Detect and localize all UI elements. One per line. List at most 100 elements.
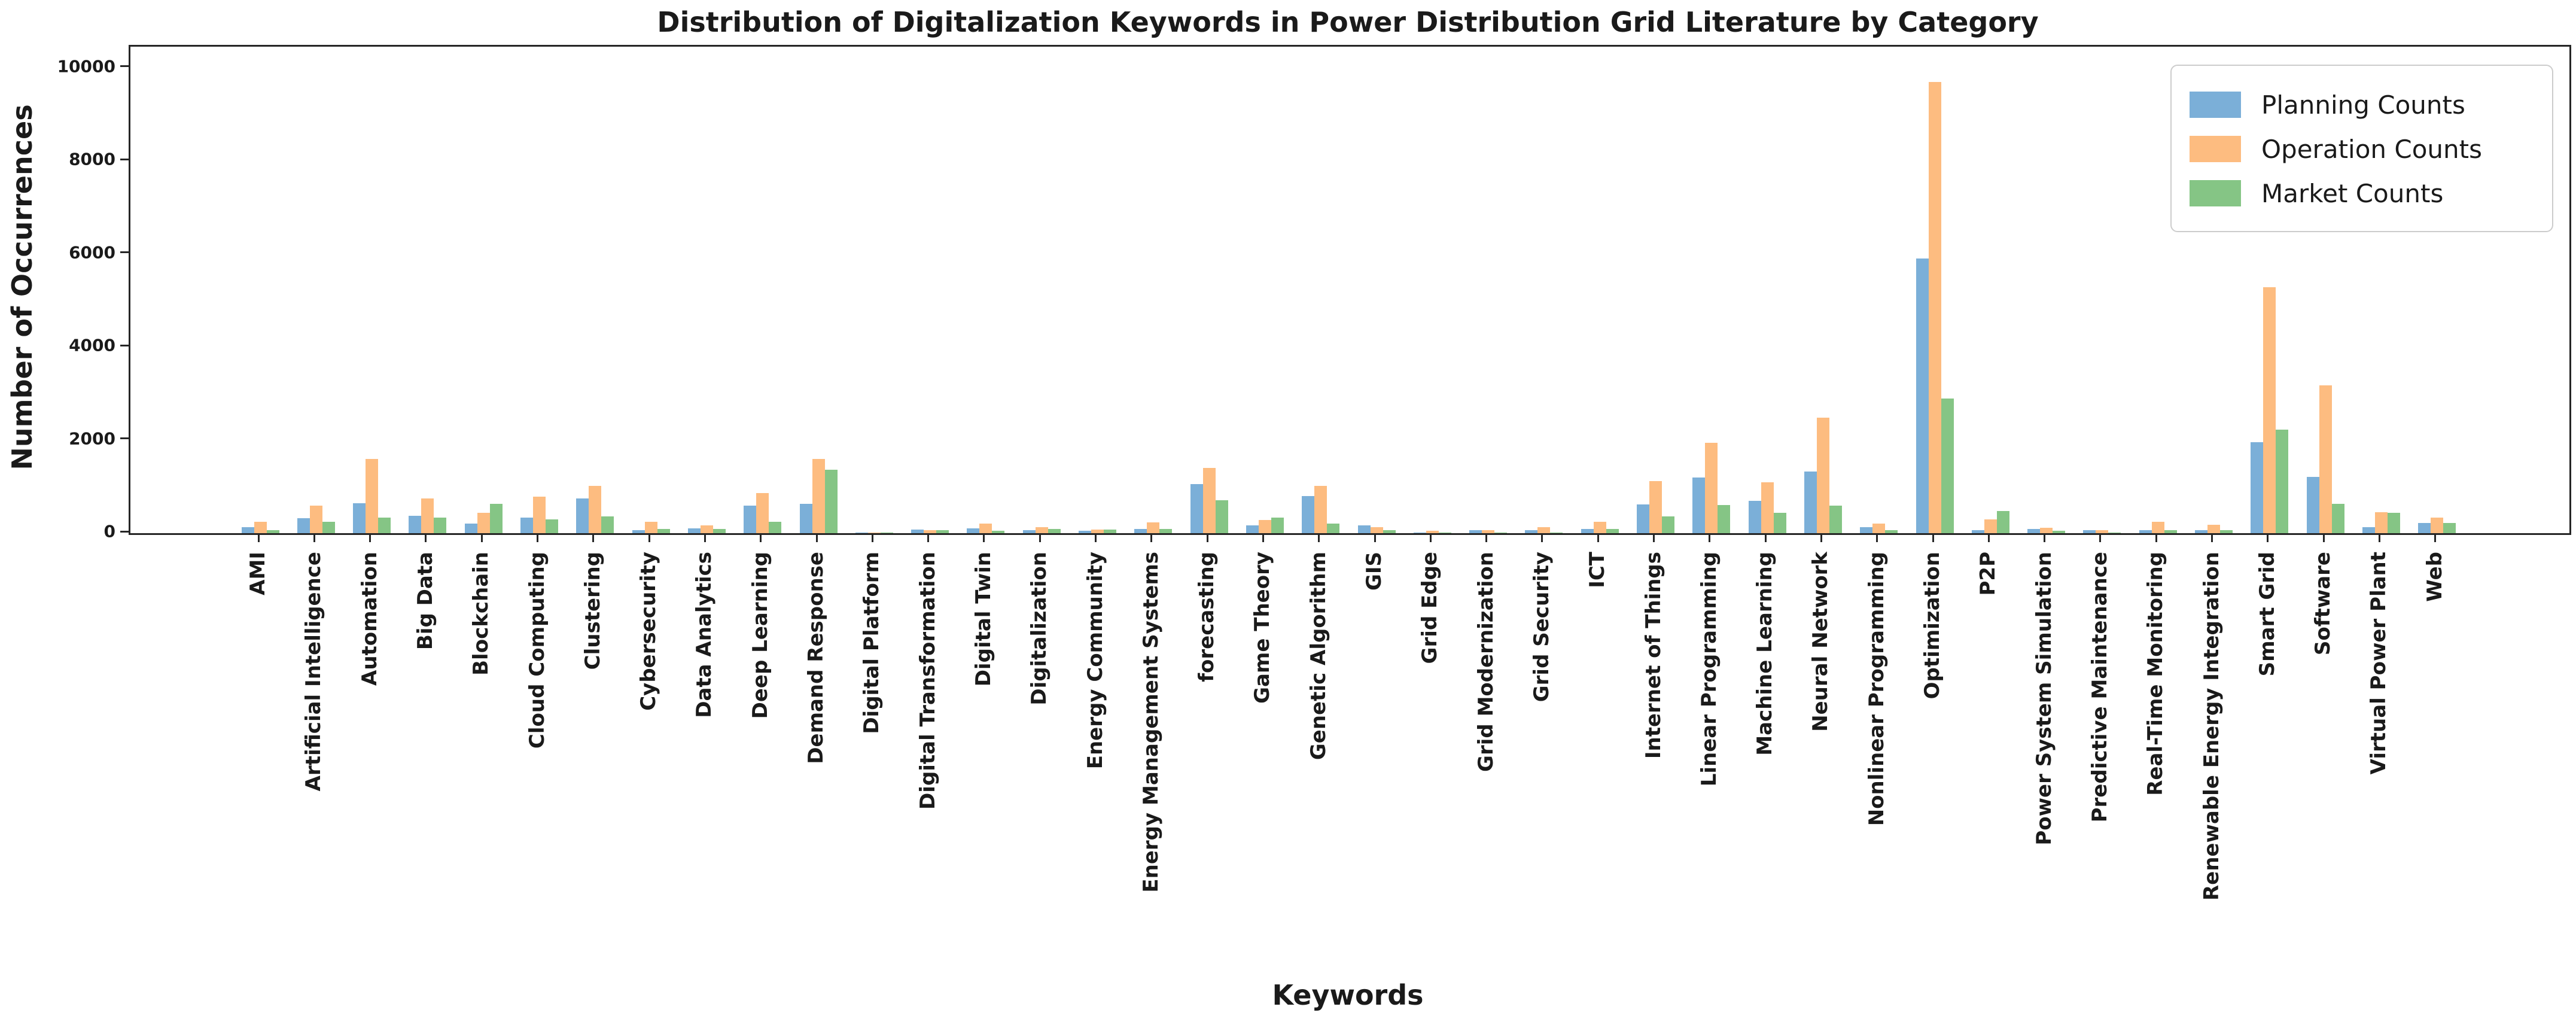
bar bbox=[1718, 505, 1731, 533]
bar bbox=[2251, 442, 2264, 533]
x-tick-label: Grid Edge bbox=[1418, 552, 1442, 664]
bar bbox=[1426, 531, 1439, 533]
x-tick-mark bbox=[1039, 533, 1041, 542]
x-tick-label: Predictive Maintenance bbox=[2088, 552, 2112, 823]
bar bbox=[1662, 516, 1674, 533]
x-tick-mark bbox=[927, 533, 930, 542]
bar bbox=[1606, 529, 1619, 533]
x-tick-mark bbox=[2322, 533, 2325, 542]
bar bbox=[1482, 530, 1495, 533]
bar bbox=[2306, 476, 2319, 533]
x-tick-label: Machine Learning bbox=[1753, 552, 1777, 756]
x-tick-label: Cybersecurity bbox=[637, 552, 661, 711]
bar bbox=[1804, 472, 1817, 533]
bar bbox=[1079, 531, 1091, 533]
bar bbox=[2263, 287, 2276, 533]
bar bbox=[353, 503, 366, 533]
bar bbox=[1872, 524, 1886, 533]
bar bbox=[1314, 485, 1327, 533]
bar bbox=[1637, 504, 1649, 533]
bar bbox=[2374, 512, 2388, 533]
x-tick-label: Web bbox=[2422, 552, 2447, 602]
bar bbox=[2443, 522, 2456, 533]
x-tick-mark bbox=[1709, 533, 1711, 542]
bar bbox=[2053, 531, 2066, 533]
bar bbox=[576, 498, 589, 533]
x-tick-label: Internet of Things bbox=[1641, 552, 1665, 759]
bar bbox=[1916, 258, 1929, 533]
y-tick-mark bbox=[120, 344, 129, 346]
x-tick-label: Digitalization bbox=[1027, 552, 1052, 705]
y-tick-label: 6000 bbox=[69, 242, 115, 262]
bar bbox=[2319, 385, 2332, 533]
bar bbox=[1048, 529, 1061, 533]
x-tick-mark bbox=[1653, 533, 1655, 542]
bar bbox=[2220, 530, 2233, 533]
bar bbox=[799, 504, 812, 533]
bar bbox=[1761, 482, 1774, 533]
x-tick-label: Software bbox=[2311, 552, 2336, 656]
bar bbox=[712, 529, 726, 533]
bar bbox=[2096, 530, 2109, 533]
x-tick-mark bbox=[2434, 533, 2437, 542]
bar bbox=[1035, 527, 1048, 533]
bar bbox=[1022, 530, 1036, 533]
x-tick-label: Linear Programming bbox=[1697, 552, 1721, 787]
bar bbox=[2331, 504, 2344, 533]
bar bbox=[1928, 81, 1941, 533]
bar bbox=[1885, 530, 1898, 533]
bar bbox=[464, 523, 477, 533]
legend-label: Operation Counts bbox=[2261, 134, 2482, 164]
y-tick-label: 10000 bbox=[57, 56, 115, 76]
x-tick-mark bbox=[704, 533, 706, 542]
bar bbox=[266, 530, 279, 533]
bar bbox=[1159, 529, 1173, 533]
bar bbox=[1215, 500, 1228, 533]
bar bbox=[1271, 518, 1284, 533]
x-tick-label: Grid Security bbox=[1530, 552, 1554, 702]
bar bbox=[2362, 527, 2375, 533]
bar bbox=[546, 519, 558, 533]
bar bbox=[366, 459, 379, 533]
x-tick-mark bbox=[983, 533, 985, 542]
x-tick-mark bbox=[2155, 533, 2157, 542]
bar bbox=[409, 516, 422, 533]
legend: Planning Counts Operation Counts Market … bbox=[2170, 65, 2553, 232]
bar bbox=[1327, 523, 1340, 533]
bar bbox=[2207, 525, 2220, 533]
x-tick-mark bbox=[537, 533, 538, 542]
x-tick-mark bbox=[2211, 533, 2213, 542]
legend-item-planning: Planning Counts bbox=[2190, 83, 2552, 127]
x-tick-mark bbox=[1541, 533, 1543, 542]
bar bbox=[812, 458, 825, 533]
bar bbox=[378, 518, 391, 533]
bar bbox=[936, 530, 949, 533]
bar bbox=[657, 529, 670, 533]
bar bbox=[520, 518, 533, 533]
x-tick-label: Smart Grid bbox=[2255, 552, 2279, 677]
x-tick-mark bbox=[1206, 533, 1208, 542]
bar bbox=[1258, 520, 1271, 533]
x-tick-label: Renewable Energy Integration bbox=[2199, 552, 2224, 901]
bar bbox=[1748, 500, 1761, 533]
x-tick-label: Cloud Computing bbox=[525, 552, 549, 749]
x-tick-label: Real-Time Monitoring bbox=[2143, 552, 2168, 796]
x-tick-mark bbox=[648, 533, 650, 542]
bar bbox=[1705, 443, 1718, 533]
x-tick-mark bbox=[1429, 533, 1432, 542]
x-tick-mark bbox=[425, 533, 427, 542]
x-tick-mark bbox=[2099, 533, 2102, 542]
bar bbox=[477, 512, 490, 533]
x-tick-label: Blockchain bbox=[469, 552, 494, 676]
bar bbox=[1860, 527, 1873, 533]
bar bbox=[2387, 512, 2400, 533]
x-tick-mark bbox=[2267, 533, 2269, 542]
bar bbox=[967, 528, 980, 533]
operation-swatch bbox=[2190, 136, 2241, 162]
bar bbox=[1134, 529, 1147, 533]
y-tick-label: 2000 bbox=[69, 428, 115, 448]
bar bbox=[924, 530, 937, 533]
bar bbox=[700, 525, 713, 533]
chart-title: Distribution of Digitalization Keywords … bbox=[657, 6, 2039, 38]
x-tick-label: Energy Community bbox=[1083, 552, 1107, 770]
